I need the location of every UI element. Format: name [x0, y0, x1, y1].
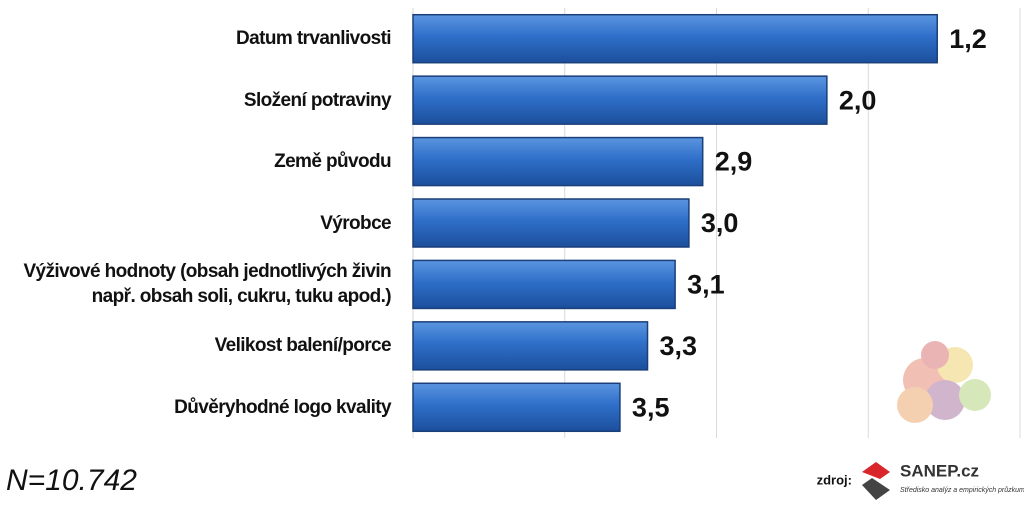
value-label: 3,1: [687, 270, 725, 300]
value-label: 2,9: [715, 147, 753, 177]
bar: [412, 13, 938, 64]
value-label: 1,2: [949, 24, 987, 54]
source-tagline: Středisko analýz a empirických průzkumů: [900, 486, 1024, 494]
category-label: Velikost balení/porce: [214, 335, 392, 357]
category-label: Složení potraviny: [243, 89, 392, 111]
category-label: Výživové hodnoty (obsah jednotlivých živ…: [23, 261, 391, 308]
category-label: Důvěryhodné logo kvality: [174, 396, 391, 418]
source-label: zdroj:: [817, 472, 852, 487]
category-label: Výrobce: [320, 212, 391, 234]
value-label: 3,3: [660, 331, 698, 361]
sample-size: N=10.742: [6, 464, 137, 497]
category-label: Země původu: [274, 151, 392, 173]
source-name: SANEP.cz: [900, 461, 979, 480]
bar: [412, 321, 649, 371]
fruit-decoration: [897, 341, 991, 423]
bar: [412, 198, 690, 248]
bar: [412, 75, 828, 125]
value-label: 3,0: [701, 208, 739, 238]
value-label: 2,0: [839, 85, 877, 115]
bar: [412, 136, 704, 187]
bar: [412, 382, 621, 433]
logo-icon: [862, 462, 890, 500]
value-label: 3,5: [632, 392, 670, 422]
category-label: Datum trvanlivosti: [236, 28, 392, 50]
bar: [412, 259, 676, 310]
